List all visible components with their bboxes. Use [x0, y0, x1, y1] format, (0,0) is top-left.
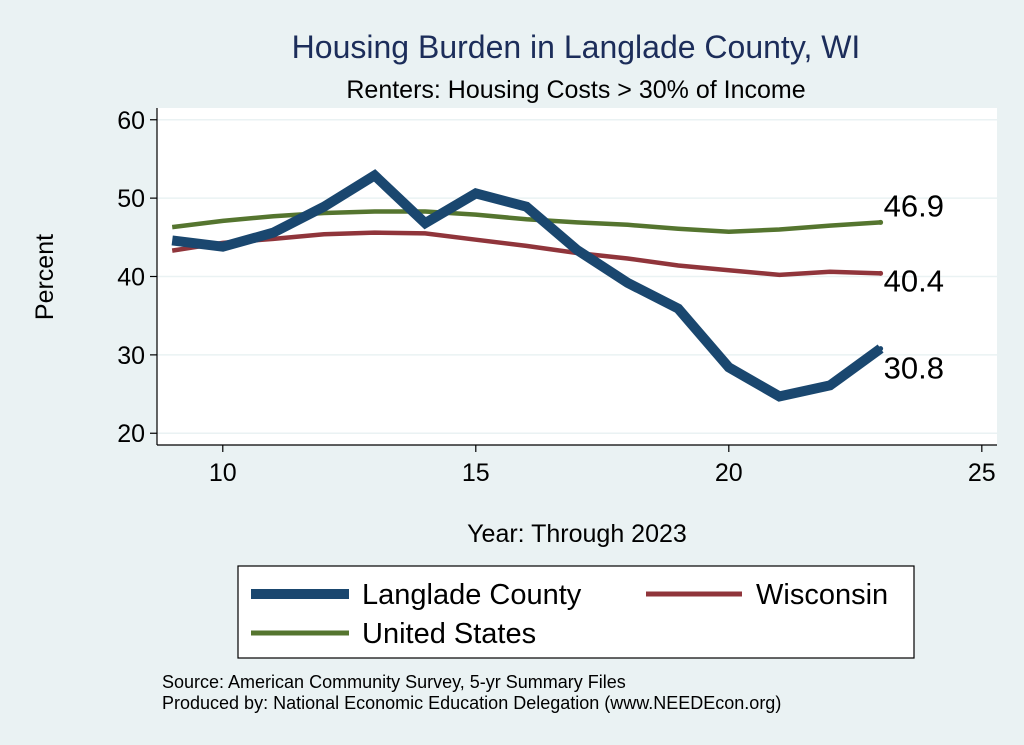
- series-end-marker-united-states: [878, 219, 884, 225]
- x-tick-label-15: 15: [462, 459, 490, 487]
- legend-box: [237, 565, 915, 659]
- y-tick-label-50: 50: [117, 185, 145, 213]
- chart-subtitle: Renters: Housing Costs > 30% of Income: [346, 76, 805, 104]
- y-tick-label-20: 20: [117, 420, 145, 448]
- grid: [157, 119, 997, 434]
- x-tick-label-10: 10: [209, 459, 237, 487]
- chart-title: Housing Burden in Langlade County, WI: [292, 29, 861, 65]
- produced-by-note: Produced by: National Economic Education…: [162, 693, 781, 713]
- legend: Langlade County Wisconsin United States: [237, 565, 915, 659]
- series-end-marker-wisconsin: [878, 270, 884, 276]
- series-layer: [171, 169, 884, 402]
- legend-label-united-states: United States: [362, 618, 536, 650]
- end-label-langlade-county: 30.8: [884, 351, 944, 386]
- end-label-wisconsin: 40.4: [884, 263, 944, 298]
- y-tick-label-40: 40: [117, 264, 145, 292]
- x-axis-title: Year: Through 2023: [467, 520, 687, 548]
- source-note: Source: American Community Survey, 5-yr …: [162, 672, 626, 692]
- series-end-marker-langlade-county: [878, 346, 884, 352]
- y-tick-label-60: 60: [117, 107, 145, 135]
- end-label-united-states: 46.9: [884, 188, 944, 223]
- legend-label-langlade: Langlade County: [362, 579, 582, 611]
- y-axis-title: Percent: [31, 234, 59, 320]
- axes: 20 30 40 50 60 10 15 20 25: [117, 107, 997, 487]
- y-tick-label-30: 30: [117, 342, 145, 370]
- x-tick-label-20: 20: [715, 459, 743, 487]
- x-tick-label-25: 25: [968, 459, 996, 487]
- end-labels: 30.8 40.4 46.9: [884, 188, 944, 385]
- legend-label-wisconsin: Wisconsin: [756, 579, 888, 611]
- series-line-united-states: [171, 209, 881, 235]
- series-line-langlade-county: [171, 169, 884, 402]
- series-line-wisconsin: [171, 230, 881, 278]
